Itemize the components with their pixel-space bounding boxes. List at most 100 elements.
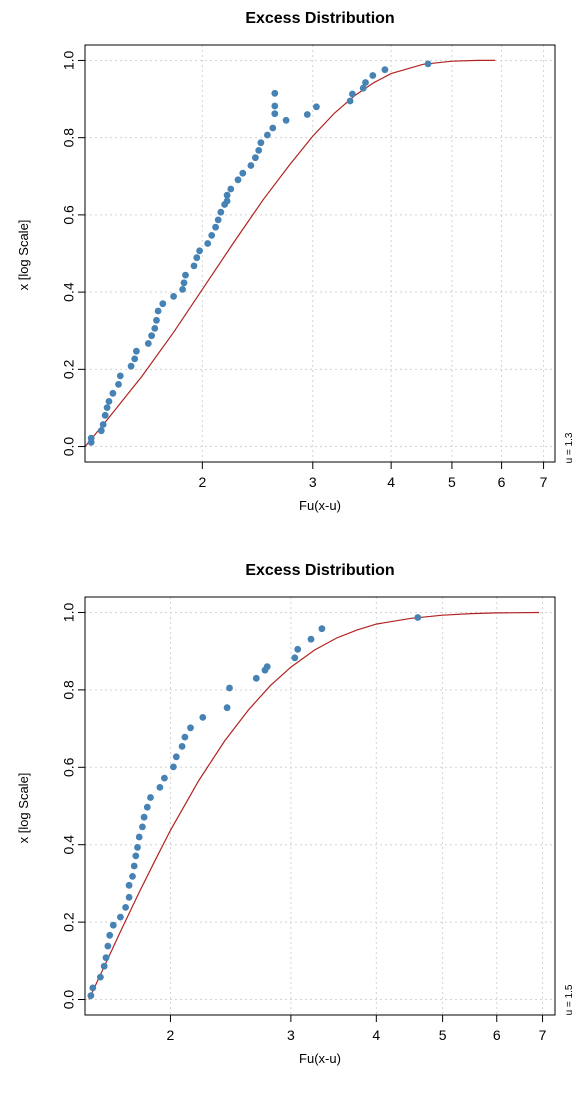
data-point (109, 389, 117, 397)
data-point (103, 404, 111, 411)
data-point (214, 216, 222, 224)
y-tick-label: 0.8 (61, 680, 77, 700)
data-point (291, 654, 299, 662)
data-point (307, 635, 315, 643)
data-point (97, 973, 104, 981)
data-point (179, 286, 187, 293)
y-tick-label: 0.6 (61, 757, 77, 777)
data-point (100, 962, 108, 970)
data-point (187, 724, 194, 732)
y-tick-label: 0.8 (61, 128, 77, 148)
data-point (204, 240, 212, 247)
data-point (208, 232, 216, 239)
x-tick-label: 5 (448, 474, 456, 490)
data-point (122, 904, 129, 911)
data-point (129, 873, 136, 880)
data-point (102, 954, 110, 962)
x-tick-label: 6 (498, 474, 506, 490)
y-axis-label: x [log Scale] (16, 220, 31, 291)
plot-box (84, 44, 556, 463)
data-point (116, 372, 124, 380)
data-point (115, 381, 122, 388)
x-axis: 2 3 4 5 6 7 (167, 1015, 547, 1043)
data-point (178, 743, 186, 750)
data-point (127, 362, 135, 370)
data-point (106, 931, 114, 939)
data-point (196, 247, 204, 255)
grid (85, 597, 555, 1015)
data-point (223, 197, 231, 205)
fitted-curve (88, 611, 540, 1000)
data-point (264, 131, 271, 139)
y-tick-label: 0.0 (61, 437, 77, 457)
data-point (104, 942, 112, 950)
data-point (247, 162, 255, 169)
data-point (87, 992, 95, 999)
data-point (144, 340, 152, 347)
data-point (313, 103, 320, 111)
data-point (369, 72, 377, 79)
y-tick-label: 0.2 (61, 912, 77, 932)
data-point (263, 663, 271, 671)
y-axis-label: x [log Scale] (16, 773, 31, 844)
data-point (359, 84, 367, 92)
data-point (212, 223, 220, 231)
data-point (148, 332, 156, 340)
data-point (99, 421, 107, 428)
x-tick-label: 6 (493, 1027, 501, 1043)
x-tick-label: 5 (439, 1027, 447, 1043)
fitted-curve (84, 59, 496, 447)
data-point (362, 79, 369, 86)
y-axis: 0.0 0.2 0.4 0.6 0.8 1.0 (61, 603, 85, 1009)
data-point (234, 176, 242, 184)
side-label: u = 1.5 (564, 984, 575, 1015)
x-axis-label: Fu(x-u) (299, 1051, 341, 1066)
x-tick-label: 2 (167, 1027, 175, 1043)
data-point (424, 60, 432, 68)
x-tick-label: 7 (539, 1027, 547, 1043)
plot-box (84, 596, 556, 1016)
y-tick-label: 0.4 (61, 835, 77, 855)
data-point (303, 111, 311, 118)
data-point (105, 398, 113, 405)
data-point (101, 411, 109, 419)
data-point (318, 625, 326, 633)
data-point (223, 704, 231, 712)
data-point (170, 293, 178, 300)
data-point (117, 913, 124, 921)
data-point (132, 852, 140, 860)
y-tick-label: 0.4 (61, 282, 77, 302)
data-point (223, 191, 231, 199)
x-tick-label: 4 (387, 474, 395, 490)
data-point (147, 794, 154, 801)
grid (85, 45, 555, 462)
data-point (271, 89, 279, 97)
y-axis: 0.0 0.2 0.4 0.6 0.8 1.0 (61, 51, 85, 457)
data-point (227, 185, 235, 193)
data-point (349, 90, 356, 98)
y-tick-label: 0.6 (61, 205, 77, 225)
data-point (125, 881, 133, 889)
data-point (143, 803, 151, 811)
x-tick-label: 4 (372, 1027, 380, 1043)
data-point (87, 434, 95, 442)
fitted-curve-layer (84, 59, 496, 447)
data-point (257, 139, 265, 147)
data-point (109, 921, 117, 929)
data-point (130, 862, 138, 870)
data-point (282, 116, 290, 124)
data-point (172, 753, 180, 761)
data-point (346, 97, 354, 105)
data-point (381, 66, 389, 74)
data-point (181, 733, 189, 741)
y-tick-label: 0.2 (61, 359, 77, 379)
data-point (252, 154, 259, 162)
data-point (135, 833, 143, 841)
data-point (89, 984, 97, 992)
data-point (271, 110, 279, 118)
data-point (182, 271, 189, 279)
x-axis: 2 3 4 5 6 7 (198, 462, 548, 490)
